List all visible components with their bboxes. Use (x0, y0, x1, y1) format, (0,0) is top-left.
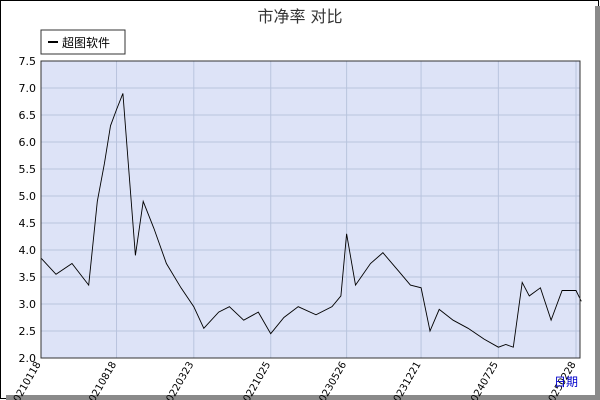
plot-border (40, 60, 581, 359)
chart-title: 市净率 对比 (257, 7, 342, 26)
y-tick-label: 6.5 (19, 109, 37, 122)
frame-shadow-right (595, 6, 600, 399)
y-axis-ticks: 2.0 2.5 3.0 3.5 4.0 4.5 5.0 5.5 6.0 6.5 7.0 7.5 (19, 55, 37, 365)
y-tick-label: 6.0 (19, 136, 37, 149)
y-tick-label: 2.0 (19, 352, 37, 365)
y-tick-label: 3.5 (19, 271, 37, 284)
frame-shadow-bottom (6, 395, 600, 400)
y-tick-label: 3.0 (19, 298, 37, 311)
plot-area (41, 61, 580, 358)
legend: 超图软件 (40, 29, 126, 55)
y-tick-label: 5.0 (19, 190, 37, 203)
series-line (40, 93, 582, 348)
y-tick-label: 4.5 (19, 217, 37, 230)
y-tick-label: 7.5 (19, 55, 37, 68)
y-tick-label: 5.5 (19, 163, 37, 176)
y-tick-label: 4.0 (19, 244, 37, 257)
y-tick-label: 7.0 (19, 82, 37, 95)
legend-label: 超图软件 (62, 35, 110, 50)
y-tick-label: 2.5 (19, 325, 37, 338)
x-axis-label: 日期 (554, 375, 578, 389)
